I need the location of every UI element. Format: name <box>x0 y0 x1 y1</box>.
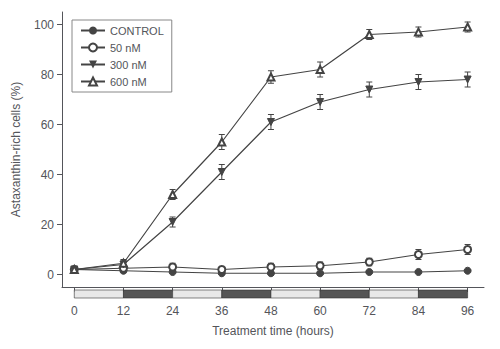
svg-text:20: 20 <box>41 218 55 232</box>
svg-text:60: 60 <box>313 304 327 318</box>
svg-text:Astaxanthin-rich cells (%): Astaxanthin-rich cells (%) <box>9 82 23 217</box>
svg-text:Treatment time (hours): Treatment time (hours) <box>212 324 334 338</box>
svg-text:48: 48 <box>264 304 278 318</box>
svg-text:36: 36 <box>215 304 229 318</box>
svg-text:0: 0 <box>71 304 78 318</box>
svg-text:24: 24 <box>166 304 180 318</box>
svg-text:60: 60 <box>41 118 55 132</box>
svg-text:300 nM: 300 nM <box>110 59 147 71</box>
svg-text:84: 84 <box>412 304 426 318</box>
svg-text:80: 80 <box>41 68 55 82</box>
svg-text:100: 100 <box>34 18 54 32</box>
svg-text:600 nM: 600 nM <box>110 76 147 88</box>
svg-text:12: 12 <box>117 304 131 318</box>
svg-text:72: 72 <box>363 304 377 318</box>
svg-text:0: 0 <box>47 268 54 282</box>
svg-text:40: 40 <box>41 168 55 182</box>
svg-text:50 nM: 50 nM <box>110 42 141 54</box>
svg-text:96: 96 <box>461 304 475 318</box>
svg-text:CONTROL: CONTROL <box>110 25 164 37</box>
